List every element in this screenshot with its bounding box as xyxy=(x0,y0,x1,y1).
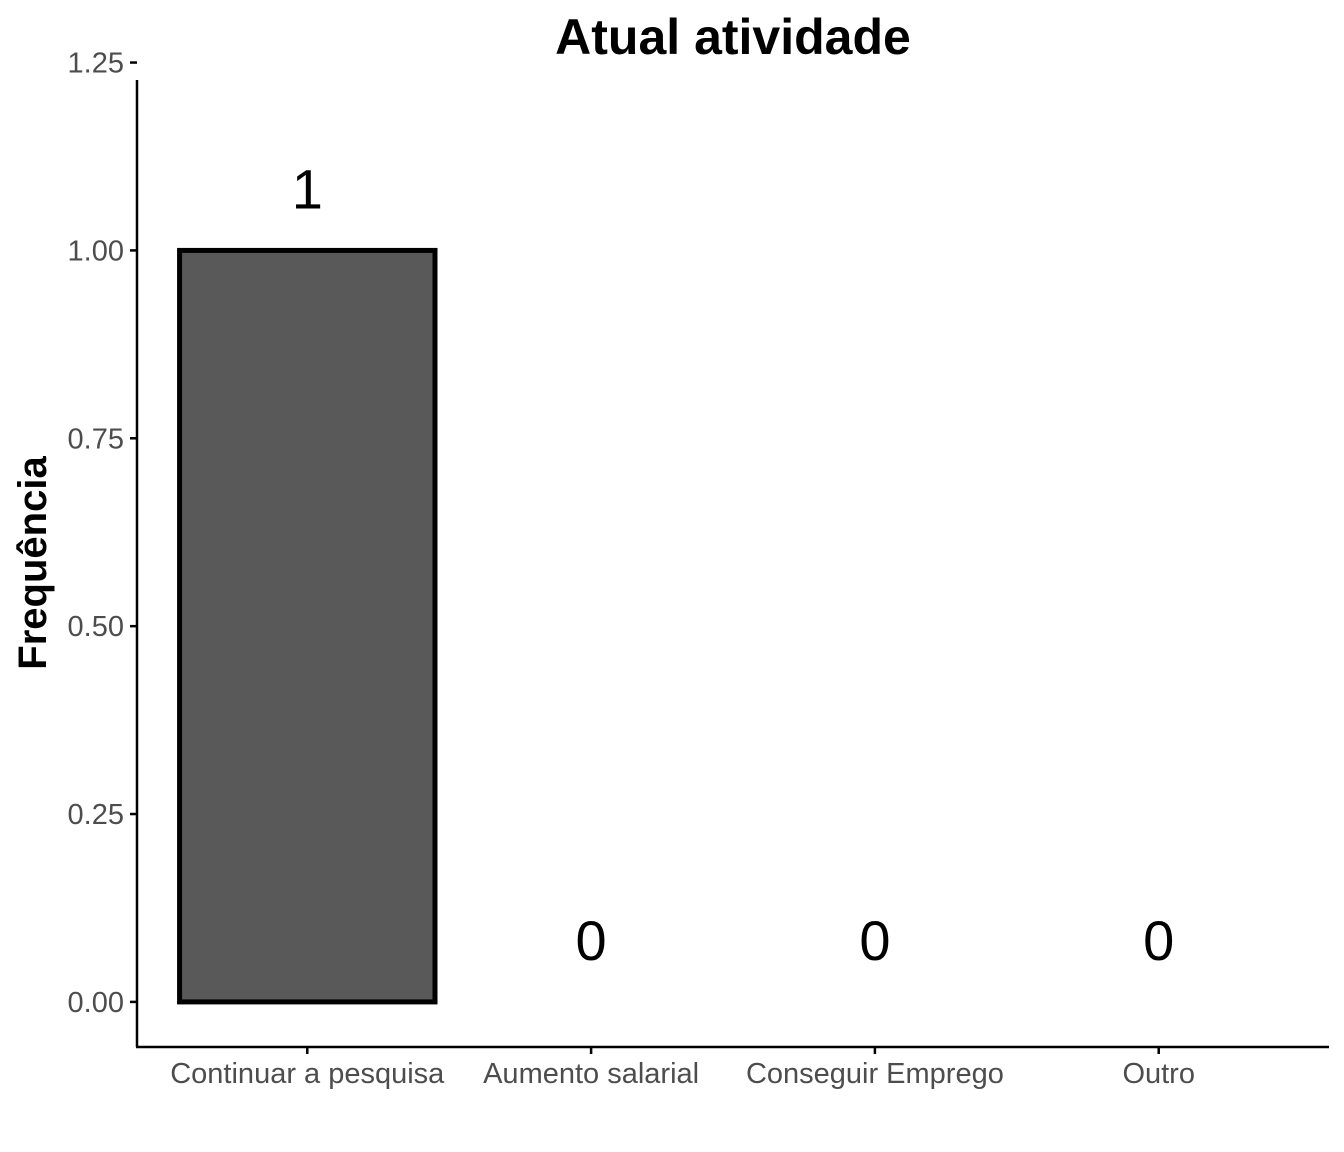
x-tick-label: Continuar a pesquisa xyxy=(170,1058,445,1090)
chart-title: Atual atividade xyxy=(555,9,911,65)
bar-value-label: 1 xyxy=(292,157,323,220)
x-tick-label: Outro xyxy=(1122,1058,1195,1090)
data-labels: 1 0 0 0 xyxy=(292,157,1175,971)
y-tick-label: 1.00 xyxy=(68,235,124,267)
y-tick-label: 1.25 xyxy=(68,48,124,80)
x-axis: Continuar a pesquisa Aumento salarial Cons… xyxy=(170,1047,1195,1090)
bar xyxy=(177,247,438,1005)
y-axis-label: Frequência xyxy=(11,456,55,670)
x-tick-label: Aumento salarial xyxy=(483,1058,699,1090)
bar-value-label: 0 xyxy=(859,909,890,972)
y-tick-label: 0.50 xyxy=(68,611,124,643)
y-tick-label: 0.75 xyxy=(68,423,124,455)
y-tick-label: 0.00 xyxy=(68,987,124,1019)
bar-value-label: 0 xyxy=(576,909,607,972)
y-tick-label: 0.25 xyxy=(68,799,124,831)
bars xyxy=(177,247,438,1005)
x-tick-label: Conseguir Emprego xyxy=(746,1058,1004,1090)
bar-value-label: 0 xyxy=(1143,909,1174,972)
y-axis: 0.00 0.25 0.50 0.75 1.00 1.25 xyxy=(68,48,137,1019)
